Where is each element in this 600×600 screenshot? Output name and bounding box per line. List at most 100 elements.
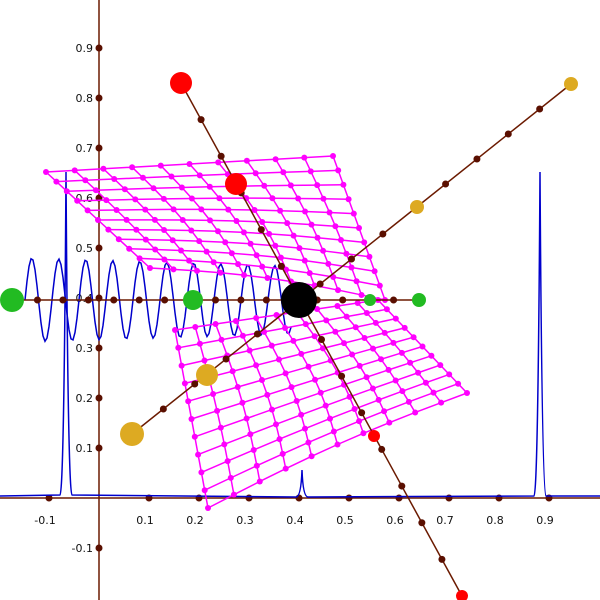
mesh-point: [422, 379, 429, 386]
mesh-point: [191, 433, 198, 440]
mesh-point: [430, 389, 437, 396]
gold-line-dot: [191, 380, 199, 388]
red-line-dot: [438, 555, 446, 563]
mesh-point: [178, 362, 185, 369]
mesh-point: [269, 195, 276, 202]
y-tick: [95, 94, 103, 102]
mesh-point: [188, 416, 195, 422]
mesh-point: [264, 275, 271, 281]
mesh-point: [201, 487, 208, 494]
mesh-point: [243, 415, 250, 422]
mesh-point: [284, 220, 291, 227]
mesh-point: [105, 226, 112, 233]
mesh-point: [343, 313, 350, 320]
mesh-point: [272, 242, 279, 249]
mesh-point: [228, 250, 235, 257]
mesh-point: [198, 469, 205, 476]
gold-line-dot: [316, 280, 324, 288]
red-point: [368, 430, 380, 442]
mesh-point: [272, 421, 279, 428]
gold-line-dot: [473, 155, 481, 163]
mesh-point: [354, 300, 361, 306]
mesh-point: [253, 462, 260, 469]
mesh-point: [360, 430, 367, 437]
mesh-point: [314, 182, 321, 189]
mesh-point: [371, 268, 378, 275]
mesh-point: [210, 259, 217, 266]
mesh-point: [332, 328, 339, 335]
mesh-point: [381, 408, 388, 415]
mesh-point: [113, 206, 120, 213]
mesh-point: [84, 207, 91, 214]
mesh-point: [129, 164, 136, 171]
mesh-point: [319, 345, 326, 352]
mesh-point: [386, 419, 393, 426]
mesh-point: [361, 334, 368, 341]
y-tick: [95, 394, 103, 402]
mesh-point: [375, 396, 382, 403]
mesh-point: [305, 439, 312, 446]
green-line-dot: [84, 296, 92, 304]
green-line-dot: [110, 296, 118, 304]
x-tick-label: -0.1: [34, 514, 55, 527]
mesh-point: [356, 362, 363, 369]
mesh-point: [186, 257, 193, 264]
mesh-point: [133, 226, 140, 233]
mesh-point: [334, 441, 341, 448]
mesh-point: [215, 159, 222, 166]
gold-point: [564, 77, 578, 91]
x-tick-label: 0.2: [186, 514, 204, 527]
mesh-point: [363, 374, 370, 381]
mesh-point: [383, 306, 390, 313]
mesh-line: [66, 184, 344, 192]
mesh-point: [348, 264, 355, 271]
x-tick-label: 0.4: [286, 514, 304, 527]
mesh-point: [410, 334, 417, 341]
mesh-point: [253, 252, 260, 259]
mesh-point: [152, 246, 159, 253]
mesh-point: [178, 184, 185, 191]
mesh-point: [290, 337, 297, 344]
y-tick: [95, 44, 103, 52]
mesh-point: [345, 196, 352, 203]
red-line-dot: [257, 226, 265, 234]
mesh-point: [82, 177, 89, 184]
x-tick-label: 0.7: [436, 514, 454, 527]
mesh-point: [385, 366, 392, 373]
mesh-point: [311, 333, 318, 340]
sine-curve: [24, 257, 292, 344]
mesh-point: [399, 388, 406, 395]
mesh-point: [340, 340, 347, 347]
mesh-point: [446, 371, 453, 378]
mesh-point: [464, 390, 470, 396]
mesh-point: [210, 391, 217, 398]
mesh-point: [168, 173, 175, 180]
mesh-point: [320, 247, 327, 254]
mesh-point: [251, 207, 258, 214]
red-line-dot: [358, 409, 366, 417]
mesh-point: [276, 436, 283, 443]
mesh-point: [277, 254, 284, 261]
mesh-point: [239, 332, 246, 339]
mesh-point: [302, 321, 309, 328]
mesh-point: [212, 321, 219, 327]
mesh-point: [376, 282, 383, 289]
mesh-line: [275, 314, 339, 445]
mesh-point: [195, 451, 202, 458]
y-tick: [95, 544, 103, 552]
mesh-point: [259, 218, 266, 225]
red-line-dot: [318, 336, 325, 343]
mesh-point: [412, 409, 419, 416]
mesh-point: [349, 351, 356, 358]
mesh-point: [288, 384, 295, 391]
mesh-point: [253, 362, 260, 369]
gold-line-dot: [504, 130, 512, 138]
red-line-dot: [418, 519, 426, 527]
mesh-point: [170, 266, 177, 273]
mesh-line: [77, 197, 349, 202]
x-tick: [245, 494, 253, 502]
mesh-point: [401, 324, 408, 331]
mesh-point: [369, 385, 376, 392]
mesh-point: [335, 167, 342, 174]
x-tick-label: 0.3: [236, 514, 254, 527]
